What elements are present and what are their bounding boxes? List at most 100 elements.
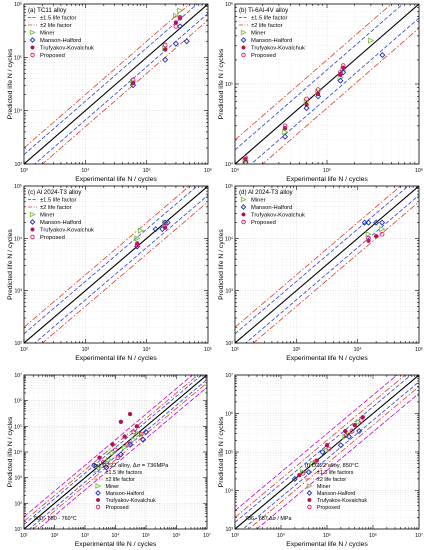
plot-frame: [23, 3, 209, 165]
y-tick-label: 10⁵: [225, 82, 233, 88]
point-miner: [342, 433, 349, 440]
point-manson-halford: [315, 93, 322, 100]
x-tick-label: 10⁴: [354, 347, 362, 353]
point-proposed: [312, 459, 318, 465]
point-manson-halford: [379, 52, 386, 59]
point-trufyakov-kovalchuk: [118, 419, 124, 424]
y-tick-label: 10¹: [15, 527, 23, 533]
point-trufyakov-kovalchuk: [122, 434, 127, 439]
data-points: [242, 37, 386, 164]
y-tick-label: 10⁶: [14, 399, 22, 405]
point-proposed: [343, 433, 349, 438]
x-tick-label: 10⁷: [415, 533, 423, 539]
scatter-band-1x: [24, 4, 208, 164]
point-proposed: [177, 15, 183, 20]
x-axis-label: Experimental life N / cycles: [286, 541, 368, 548]
legend-marker: [307, 504, 312, 510]
reference-lines: [235, 186, 419, 343]
x-tick-label: 10²: [231, 347, 239, 353]
legend-label: Miner: [251, 31, 266, 37]
x-tick-label: 10⁴: [81, 168, 89, 174]
y-tick-label: 10⁶: [14, 2, 22, 8]
y-axis-label: Predicted life N / cycles: [218, 229, 225, 300]
chart-panel-2: 10⁴ 10⁵ 10⁶ 10⁴ 10⁵ 10⁶ Experimental life N / …: [218, 2, 423, 183]
point-manson-halford: [305, 469, 312, 476]
band-2-upper: [235, 186, 402, 328]
scatter-band-1x: [235, 186, 419, 343]
legend-label: Manson-Halford: [106, 491, 144, 497]
legend-label: Proposed: [317, 505, 340, 511]
plot-frame: [234, 185, 420, 344]
x-axis-label: Experimental life N / cycles: [75, 355, 157, 362]
x-tick-label: 10⁴: [143, 347, 151, 353]
band-2-lower: [32, 382, 207, 529]
point-manson-halford: [242, 159, 249, 164]
legend-marker: [30, 227, 35, 232]
point-miner: [105, 456, 113, 463]
x-tick-label: 10⁵: [323, 533, 331, 539]
point-miner: [365, 231, 372, 238]
point-manson-halford: [379, 219, 386, 226]
band-1-5-upper: [235, 375, 412, 523]
x-tick-label: 10³: [231, 533, 239, 539]
y-tick-label: 10⁵: [14, 184, 22, 190]
point-manson-halford: [172, 40, 179, 47]
point-manson-halford: [142, 428, 150, 436]
x-tick-label: 10⁵: [204, 347, 212, 353]
legend-label: Proposed: [40, 53, 65, 59]
legend-marker: [240, 196, 247, 203]
y-tick-label: 10⁶: [225, 412, 233, 418]
band-1-5-lower: [250, 17, 419, 164]
point-proposed: [125, 441, 131, 447]
legend-label: ±1.5 life factors: [106, 470, 143, 476]
y-tick-label: 10²: [15, 501, 23, 507]
point-manson-halford: [340, 69, 347, 76]
legend-label: ±1.5 life factor: [40, 16, 76, 22]
y-tick-label: 10⁵: [225, 450, 233, 456]
chart-panel-4: 10² 10³ 10⁴ 10⁵ 10² 10³ 10⁴ 10⁵ Experimental lif…: [218, 184, 423, 362]
legend-marker: [30, 52, 35, 58]
point-manson-halford: [282, 133, 289, 140]
point-proposed: [131, 429, 137, 435]
point-miner: [368, 37, 375, 44]
plot-frame: [23, 185, 209, 344]
y-axis-label: Predicted life N / cycles: [7, 416, 14, 487]
point-trufyakov-kovalchuk: [134, 241, 140, 246]
point-trufyakov-kovalchuk: [297, 473, 302, 478]
point-manson-halford: [337, 77, 344, 84]
grid: [234, 4, 419, 165]
legend-marker: [29, 211, 36, 218]
x-tick-label: 10⁶: [415, 168, 423, 174]
legend-marker: [30, 45, 35, 50]
point-manson-halford: [176, 23, 184, 30]
x-axis-label: Experimental life N / cycles: [286, 176, 368, 183]
grid: [23, 186, 208, 344]
point-trufyakov-kovalchuk: [352, 422, 357, 428]
legend-marker: [95, 504, 101, 510]
legend-label: Miner: [40, 213, 55, 219]
band-1-5-lower: [28, 379, 207, 529]
grid: [234, 186, 419, 344]
point-miner: [109, 450, 116, 457]
x-tick-label: 10¹: [20, 533, 28, 539]
point-manson-halford: [365, 219, 372, 226]
x-tick-label: 10⁵: [143, 168, 151, 174]
y-tick-label: 10⁷: [14, 373, 22, 379]
x-tick-label: 10³: [81, 533, 89, 539]
legend-marker: [240, 37, 247, 43]
point-manson-halford: [152, 226, 159, 233]
legend-label: ±2 life factor: [251, 23, 283, 29]
legend-label: Miner: [40, 31, 55, 37]
legend-marker: [240, 29, 247, 36]
point-proposed: [304, 96, 309, 102]
point-proposed: [115, 455, 121, 461]
y-axis-label: Predicted life N / cycles: [218, 48, 225, 119]
y-tick-label: 10²: [226, 341, 234, 347]
scatter-band-1x: [235, 4, 419, 164]
y-tick-label: 10³: [15, 476, 23, 482]
y-tick-label: 10⁷: [225, 373, 233, 379]
point-proposed: [340, 63, 346, 68]
point-proposed: [379, 231, 385, 237]
y-tick-label: 10³: [226, 527, 234, 533]
point-miner: [131, 436, 138, 443]
